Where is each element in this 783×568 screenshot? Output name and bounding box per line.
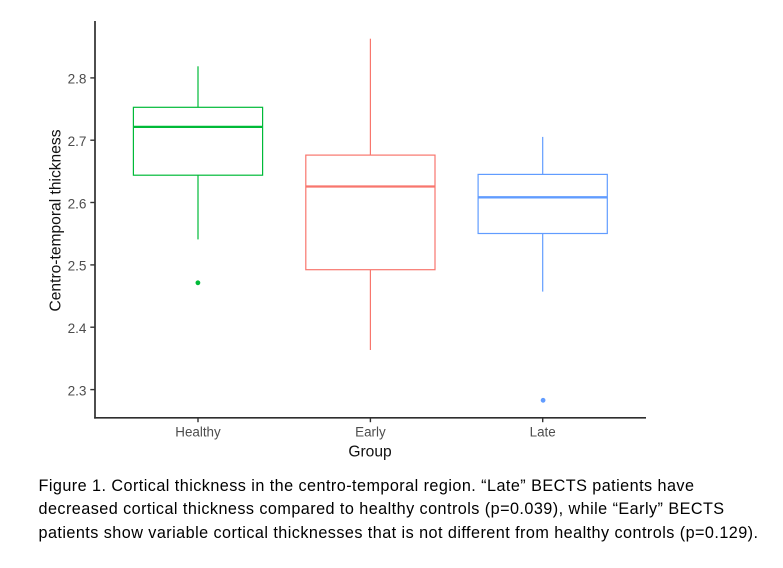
svg-text:Late: Late	[530, 425, 556, 440]
svg-text:2.8: 2.8	[68, 72, 87, 87]
svg-text:2.5: 2.5	[68, 259, 87, 274]
svg-text:Early: Early	[355, 425, 386, 440]
svg-text:2.6: 2.6	[68, 196, 87, 211]
svg-text:2.4: 2.4	[68, 321, 87, 336]
svg-text:2.3: 2.3	[68, 383, 87, 398]
svg-text:Group: Group	[348, 443, 392, 460]
svg-text:Centro-temporal thickness: Centro-temporal thickness	[48, 129, 65, 311]
svg-text:Healthy: Healthy	[175, 425, 221, 440]
svg-text:2.7: 2.7	[68, 134, 87, 149]
